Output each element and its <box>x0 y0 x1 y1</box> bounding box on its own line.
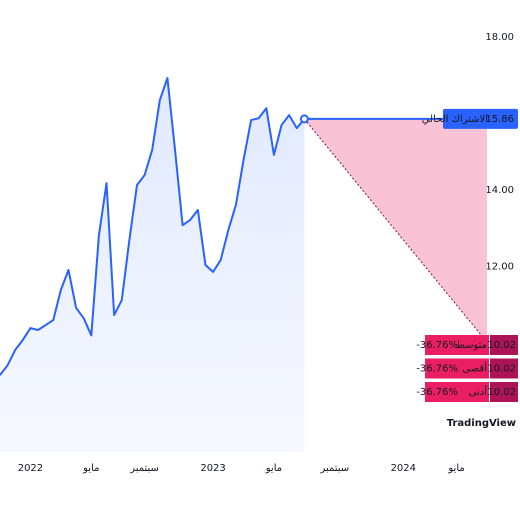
target-name: أدنى <box>469 385 488 398</box>
x-tick-label: مايو <box>447 463 464 474</box>
x-tick-label: 2024 <box>391 463 416 474</box>
watermark: TradingView <box>447 418 516 429</box>
y-tick-label: 14.00 <box>485 185 514 196</box>
x-tick-label: مايو <box>265 463 282 474</box>
target-value-badge <box>490 382 518 402</box>
target-value-badge <box>490 358 518 379</box>
target-name: متوسط <box>456 340 487 351</box>
x-tick-label: 2023 <box>200 463 225 474</box>
current-dot <box>299 114 309 124</box>
target-change: -36.76% <box>416 364 458 375</box>
x-tick-label: مايو <box>82 463 99 474</box>
target-change: -36.76% <box>416 387 458 398</box>
target-value: 10.02 <box>487 340 516 351</box>
current-label: الاشتراك الحالي <box>422 114 488 125</box>
price-line <box>0 77 306 376</box>
target-badge <box>425 358 489 379</box>
target-badge <box>425 382 489 402</box>
y-tick-label: 12.00 <box>485 262 514 273</box>
y-tick-label: 18.00 <box>485 32 514 43</box>
forecast-line <box>303 118 488 343</box>
target-change: -36.76% <box>416 340 458 351</box>
x-tick-label: سبتمبر <box>319 463 349 474</box>
target-value: 10.02 <box>487 364 516 375</box>
x-tick-label: سبتمبر <box>129 463 159 474</box>
area <box>0 78 305 452</box>
target-name: أقصى <box>462 362 487 375</box>
target-value: 10.02 <box>487 387 516 398</box>
target-value-badge <box>490 335 518 355</box>
x-tick-label: 2022 <box>18 463 43 474</box>
target-badge <box>425 335 489 355</box>
current-badge <box>443 108 518 129</box>
current-value: 15.86 <box>485 114 514 125</box>
